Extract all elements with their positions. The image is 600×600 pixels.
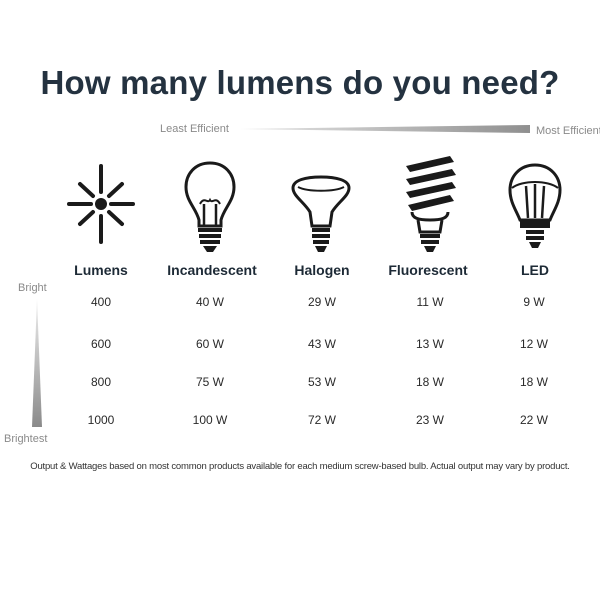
brightness-gradient-wedge bbox=[32, 299, 42, 427]
column-header-fluorescent: Fluorescent bbox=[388, 262, 468, 278]
column-header-incandescent: Incandescent bbox=[167, 262, 257, 278]
page-title: How many lumens do you need? bbox=[40, 64, 560, 101]
efficiency-gradient-wedge bbox=[240, 125, 530, 133]
incandescent-cell: 75 W bbox=[195, 375, 224, 389]
fluorescent-cell: 13 W bbox=[415, 337, 444, 351]
led-cell: 22 W bbox=[519, 413, 548, 427]
most-efficient-label: Most Efficient bbox=[536, 125, 600, 137]
fluorescent-cell: 11 W bbox=[416, 295, 444, 309]
footnote: Output & Wattages based on most common p… bbox=[30, 461, 570, 472]
led-cell: 18 W bbox=[519, 375, 548, 389]
incandescent-cell: 60 W bbox=[195, 337, 224, 351]
led-cell: 12 W bbox=[519, 337, 548, 351]
brightest-label: Brightest bbox=[4, 433, 48, 445]
fluorescent-cell: 18 W bbox=[415, 375, 444, 389]
halogen-bulb-icon bbox=[291, 175, 351, 252]
fluorescent-cell: 23 W bbox=[415, 413, 444, 427]
halogen-cell: 53 W bbox=[307, 375, 336, 389]
led-bulb-icon bbox=[508, 163, 562, 248]
column-header-lumens: Lumens bbox=[74, 262, 128, 278]
incandescent-cell: 40 W bbox=[195, 295, 224, 309]
halogen-cell: 29 W bbox=[307, 295, 336, 309]
column-header-led: LED bbox=[521, 262, 549, 278]
fluorescent-bulb-icon bbox=[406, 156, 456, 252]
lumens-cell: 600 bbox=[90, 337, 112, 351]
incandescent-bulb-icon bbox=[184, 161, 236, 252]
bright-label: Bright bbox=[18, 282, 47, 294]
incandescent-cell: 100 W bbox=[192, 413, 228, 427]
lumens-cell: 400 bbox=[90, 295, 112, 309]
sun-icon bbox=[67, 164, 135, 244]
column-header-halogen: Halogen bbox=[294, 262, 350, 278]
lumens-cell: 800 bbox=[90, 375, 112, 389]
least-efficient-label: Least Efficient bbox=[160, 123, 229, 135]
lumens-cell: 1000 bbox=[87, 413, 115, 427]
led-cell: 9 W bbox=[523, 295, 545, 309]
halogen-cell: 43 W bbox=[307, 337, 336, 351]
halogen-cell: 72 W bbox=[307, 413, 336, 427]
